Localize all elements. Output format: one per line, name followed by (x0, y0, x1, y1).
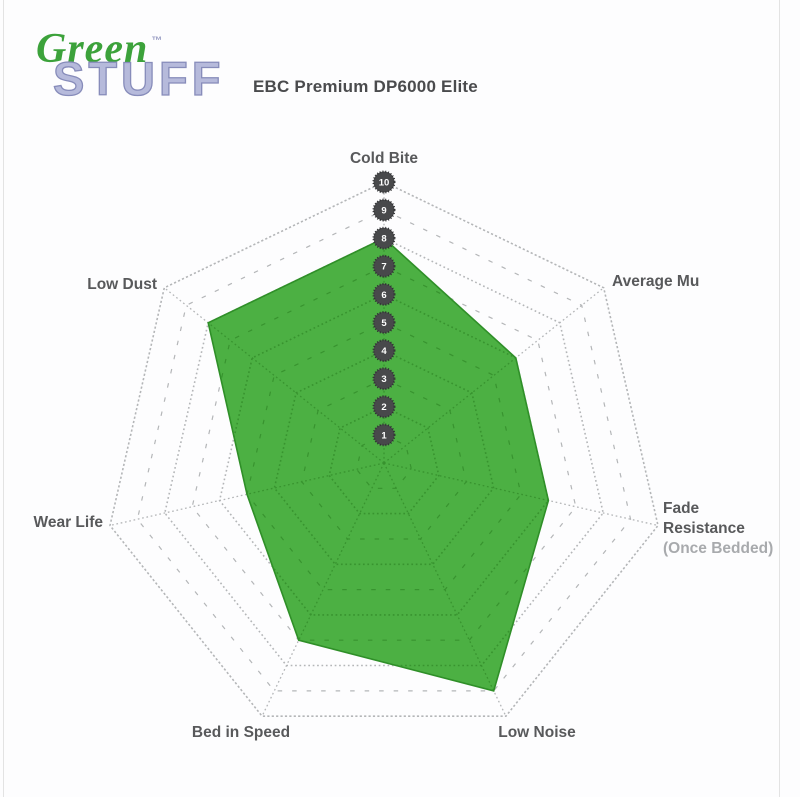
scale-badge-9 (372, 198, 396, 222)
axis-label-low-noise: Low Noise (498, 724, 576, 741)
grid-ring-6 (218, 293, 549, 616)
grid-ring-9 (136, 209, 632, 692)
logo-word-stuff: STUFF (52, 52, 225, 105)
axis-label-wear-life: Wear Life (34, 514, 104, 531)
logo-trademark: ™ (151, 35, 164, 47)
scale-badge-label-2: 2 (381, 402, 386, 413)
scale-badge-5 (372, 311, 396, 334)
scale-badge-3 (372, 367, 396, 391)
grid-spoke-average-mu (383, 287, 605, 464)
scale-badge-label-7: 7 (381, 262, 386, 273)
axis-label-cold-bite: Cold Bite (350, 150, 418, 167)
grid-spoke-bed-in-speed (261, 462, 385, 717)
scale-badge-label-6: 6 (381, 290, 386, 301)
scale-badge-2 (372, 395, 396, 419)
axis-label-average-mu: Average Mu (612, 273, 699, 290)
scale-badge-label-5: 5 (381, 318, 387, 329)
greenstuff-logo: Green ™ STUFF (36, 28, 236, 105)
scale-badge-label-1: 1 (381, 430, 387, 441)
grid-ring-4 (273, 349, 495, 566)
logo-word-green: Green ™ (36, 28, 236, 70)
grid-spoke-low-noise (383, 462, 507, 691)
grid-spoke-fade-resistance (383, 462, 659, 527)
left-edge-line (3, 0, 4, 797)
chart-title: EBC Premium DP6000 Elite (253, 77, 478, 96)
grid-ring-5 (246, 321, 522, 591)
grid-ring-10 (109, 181, 659, 718)
right-edge-line (779, 0, 780, 797)
grid-spoke-wear-life (109, 462, 385, 527)
scale-badge-label-8: 8 (381, 234, 386, 245)
scale-badge-1 (372, 423, 396, 447)
scale-badge-6 (372, 282, 396, 306)
scale-badge-7 (372, 254, 396, 278)
scale-badge-label-4: 4 (381, 346, 387, 357)
axis-label-fade-resistance-line2: Resistance (663, 520, 745, 537)
axis-label-low-dust: Low Dust (87, 276, 157, 293)
axis-sublabel-fade-resistance: (Once Bedded) (663, 540, 773, 557)
logo-word-green-text: Green (36, 26, 149, 72)
scale-badge-10 (372, 170, 396, 194)
series-polygon-outline (207, 237, 550, 692)
grid-ring-8 (163, 237, 605, 667)
grid-ring-7 (208, 265, 549, 641)
scale-badge-label-3: 3 (381, 374, 386, 385)
scale-badge-label-9: 9 (381, 206, 386, 217)
axis-label-bed-in-speed: Bed in Speed (192, 724, 290, 741)
scale-badge-4 (372, 339, 396, 363)
scale-badge-label-10: 10 (379, 177, 390, 188)
axis-label-fade-resistance-line1: Fade (663, 500, 700, 517)
grid-spoke-low-dust (163, 287, 385, 464)
scale-badge-8 (372, 226, 396, 250)
